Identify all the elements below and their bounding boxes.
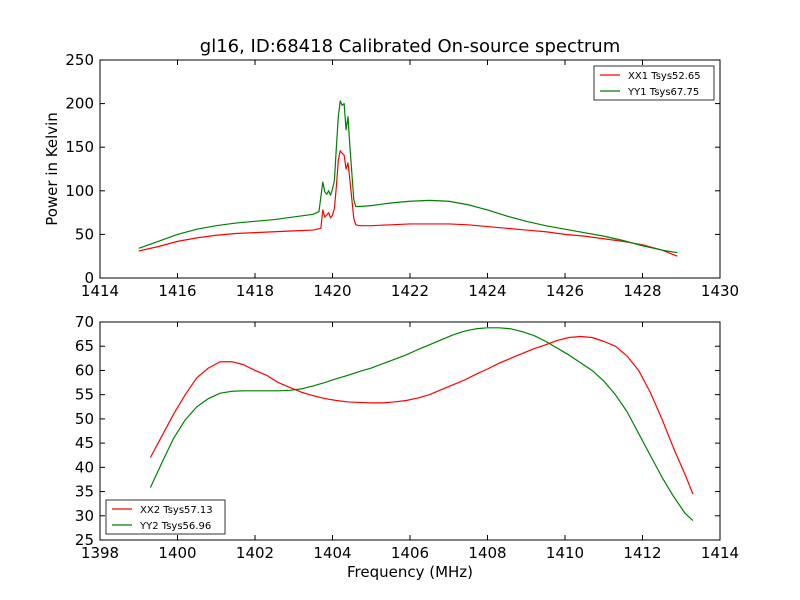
bottom-y-tick-label: 25 [75,531,94,549]
bottom-y-tick-label: 50 [75,410,94,428]
bottom-y-tick-label: 65 [75,337,94,355]
bottom-y-tick-label: 70 [75,313,94,331]
bottom-plot: 1398 1400 1402 1404 1406 1408 1410 1412 1414 25 30… [75,313,739,581]
top-series-line-1 [138,100,678,254]
bottom-y-tick-label: 60 [75,361,94,379]
legend-label-yy2: YY2 Tsys56.96 [139,521,211,532]
top-x-tick-label: 1420 [313,282,351,300]
top-series-line-0 [138,150,678,257]
top-y-tick-label: 250 [65,51,94,69]
bottom-series-line-1 [149,327,694,522]
legend-label-xx1: XX1 Tsys52.65 [628,71,701,82]
bottom-y-tick-label: 35 [75,483,94,501]
top-x-tick-label: 1416 [158,282,196,300]
bottom-legend-box [105,499,226,535]
bottom-x-tick-label: 1398 [81,544,119,562]
top-x-tick-label: 1424 [468,282,506,300]
bottom-x-tick-label: 1404 [313,544,351,562]
chart-title: gl16, ID:68418 Calibrated On-source spec… [200,36,620,57]
bottom-plot-ticks: 1398 1400 1402 1404 1406 1408 1410 1412 1414 25 30… [75,313,739,562]
bottom-series-line-0 [149,335,694,495]
top-plot-legend: XX1 Tsys52.65 YY1 Tsys67.75 [593,65,715,101]
top-y-tick-label: 200 [65,95,94,113]
bottom-y-tick-label: 55 [75,386,94,404]
bottom-y-tick-label: 40 [75,458,94,476]
bottom-y-tick-label: 45 [75,434,94,452]
top-x-tick-label: 1422 [391,282,429,300]
top-x-tick-label: 1430 [701,282,739,300]
top-x-tick-label: 1426 [546,282,584,300]
top-legend-box [593,65,715,101]
bottom-x-tick-label: 1408 [468,544,506,562]
top-y-tick-label: 0 [84,269,94,287]
top-y-tick-label: 150 [65,138,94,156]
legend-label-yy1: YY1 Tsys67.75 [627,87,699,98]
top-plot-ticks: 1414 1416 1418 1420 1422 1424 1426 1428 1430 0 50 1… [65,51,739,300]
bottom-plot-legend: XX2 Tsys57.13 YY2 Tsys56.96 [105,499,226,535]
top-plot: 1414 1416 1418 1420 1422 1424 1426 1428 1430 0 50 1… [43,36,739,300]
x-axis-label: Frequency (MHz) [347,563,473,581]
top-y-tick-label: 100 [65,182,94,200]
bottom-x-tick-label: 1402 [236,544,274,562]
bottom-plot-series [149,327,694,522]
bottom-x-tick-label: 1414 [701,544,739,562]
top-x-tick-label: 1414 [81,282,119,300]
top-plot-series [138,100,678,257]
legend-label-xx2: XX2 Tsys57.13 [140,505,213,516]
y-axis-label: Power in Kelvin [43,112,61,226]
bottom-x-tick-label: 1406 [391,544,429,562]
top-y-tick-label: 50 [75,225,94,243]
top-x-tick-label: 1418 [236,282,274,300]
bottom-x-tick-label: 1400 [158,544,196,562]
top-x-tick-label: 1428 [623,282,661,300]
bottom-x-tick-label: 1412 [623,544,661,562]
bottom-y-tick-label: 30 [75,507,94,525]
bottom-x-tick-label: 1410 [546,544,584,562]
